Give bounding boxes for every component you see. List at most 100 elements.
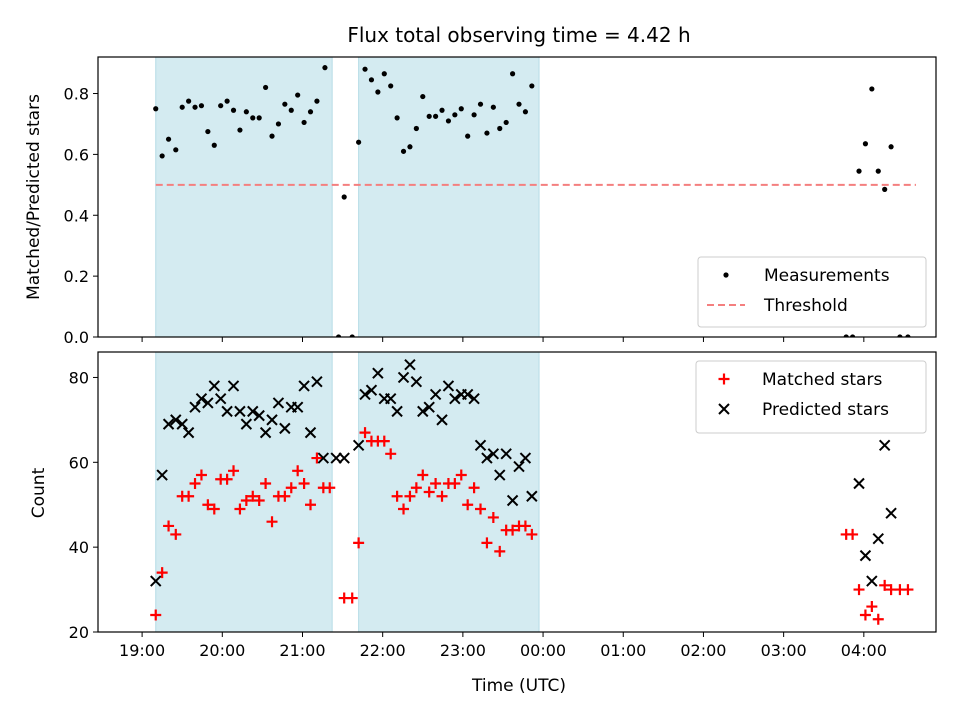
- chart-title: Flux total observing time = 4.42 h: [347, 23, 690, 47]
- legend: Matched stars Predicted stars: [695, 360, 927, 434]
- data-point: [866, 601, 878, 613]
- legend-marker-swatch: [718, 403, 730, 415]
- data-point: [165, 136, 172, 142]
- y-tick-label: 80: [69, 368, 89, 387]
- data-point: [461, 388, 474, 401]
- data-point: [179, 104, 185, 110]
- y-tick-label: 0.2: [64, 267, 89, 286]
- data-point: [372, 367, 384, 379]
- data-point: [407, 144, 413, 150]
- data-point: [285, 482, 297, 494]
- legend-label: Measurements: [764, 266, 890, 286]
- data-point: [341, 194, 347, 200]
- data-point: [468, 392, 480, 405]
- legend-marker-swatch: [723, 272, 729, 278]
- data-point: [176, 418, 188, 430]
- x-tick-label: 22:00: [360, 641, 406, 660]
- data-point: [189, 401, 201, 413]
- data-point: [189, 478, 201, 490]
- data-point: [301, 119, 307, 126]
- data-point: [391, 490, 403, 502]
- data-point: [356, 139, 362, 145]
- top-y-axis-label: Matched/Predicted stars: [24, 94, 44, 300]
- data-point: [882, 186, 888, 192]
- data-point: [436, 490, 448, 502]
- data-point: [292, 465, 304, 477]
- data-point: [159, 153, 165, 159]
- data-point: [260, 478, 272, 490]
- data-point: [475, 503, 487, 515]
- data-point: [426, 113, 432, 119]
- data-point: [153, 106, 159, 112]
- data-point: [202, 397, 214, 409]
- plot-area: [153, 57, 916, 337]
- data-point: [234, 405, 246, 418]
- ratio-panel: 0.0 0.2 0.4 0.6 0.8 Measurements Threshold: [64, 56, 937, 347]
- bottom-y-axis-label: Count: [29, 467, 49, 518]
- data-point: [529, 83, 535, 89]
- data-point: [400, 148, 407, 154]
- data-point: [487, 511, 499, 523]
- data-point: [506, 494, 519, 507]
- data-point: [866, 575, 878, 587]
- data-point: [513, 460, 525, 473]
- data-point: [487, 448, 500, 460]
- data-point: [240, 494, 252, 506]
- data-point: [494, 545, 506, 557]
- data-point: [423, 486, 435, 498]
- legend-label: Matched stars: [762, 370, 882, 390]
- data-point: [847, 528, 859, 540]
- data-point: [878, 439, 891, 452]
- data-point: [526, 528, 538, 540]
- data-point: [445, 118, 452, 124]
- data-point: [872, 532, 884, 545]
- data-point: [433, 113, 439, 119]
- data-point: [856, 168, 862, 174]
- data-point: [266, 516, 278, 528]
- data-point: [311, 375, 323, 388]
- data-point: [338, 452, 350, 464]
- data-point: [490, 104, 496, 110]
- observing-window-span: [155, 352, 333, 632]
- data-point: [279, 490, 291, 502]
- data-point: [888, 144, 894, 150]
- data-point: [183, 490, 195, 502]
- data-point: [885, 507, 897, 519]
- data-point: [275, 121, 282, 127]
- data-point: [519, 520, 531, 532]
- observing-window-span: [358, 352, 540, 632]
- data-point: [429, 388, 442, 401]
- data-point: [269, 133, 275, 139]
- data-point: [279, 422, 291, 435]
- x-tick-label: 19:00: [119, 641, 165, 660]
- data-point: [192, 104, 198, 110]
- data-point: [272, 397, 285, 409]
- data-point: [234, 503, 246, 515]
- data-point: [307, 109, 314, 115]
- data-point: [365, 384, 378, 396]
- data-point: [853, 477, 865, 490]
- data-point: [452, 112, 458, 118]
- data-point: [317, 452, 330, 464]
- data-point: [198, 103, 205, 109]
- data-point: [843, 334, 849, 337]
- data-point: [481, 452, 493, 464]
- data-point: [156, 567, 168, 579]
- data-point: [324, 482, 336, 494]
- data-point: [481, 537, 493, 549]
- data-point: [240, 418, 253, 430]
- data-point: [384, 392, 397, 405]
- data-point: [346, 592, 358, 604]
- data-point: [494, 469, 506, 481]
- data-point: [375, 89, 381, 95]
- x-tick-label: 01:00: [600, 641, 646, 660]
- data-point: [314, 98, 320, 104]
- data-point: [378, 435, 390, 447]
- data-point: [205, 128, 211, 135]
- y-tick-label: 0.4: [64, 206, 89, 225]
- legend-box: [695, 360, 927, 434]
- data-point: [394, 115, 400, 121]
- data-point: [295, 92, 301, 98]
- data-point: [263, 84, 269, 91]
